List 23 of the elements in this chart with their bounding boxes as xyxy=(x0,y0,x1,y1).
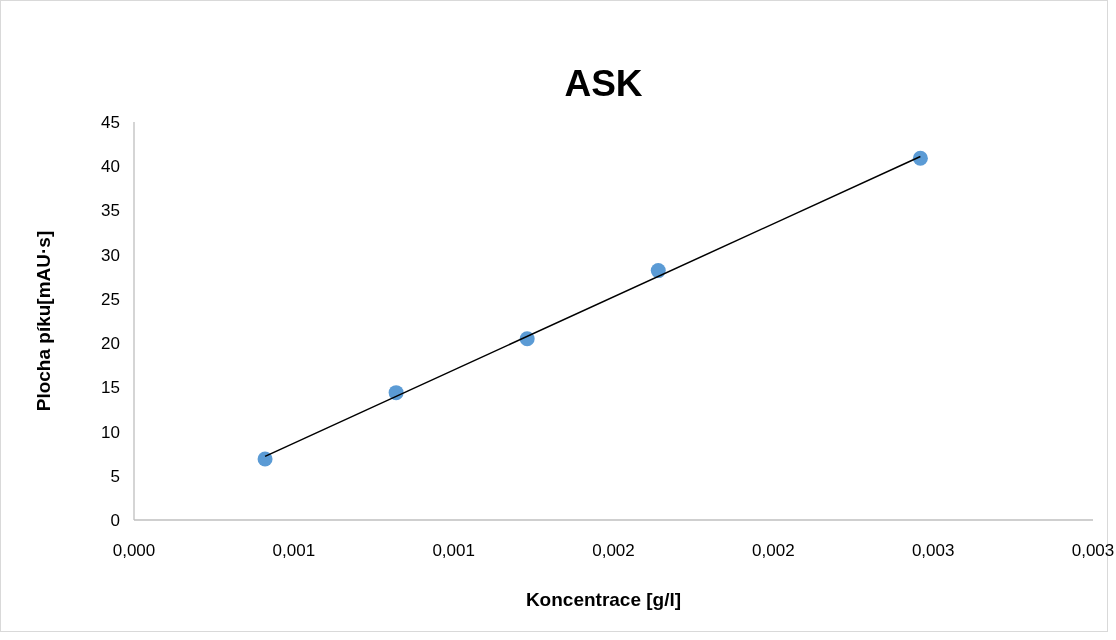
x-tick-label: 0,003 xyxy=(1071,541,1115,560)
x-axis-title: Koncentrace [g/l] xyxy=(525,589,682,610)
y-tick-label: 35 xyxy=(101,201,120,221)
x-tick-label: 0,001 xyxy=(432,541,475,560)
y-tick-label: 5 xyxy=(110,466,120,486)
y-tick-label: 20 xyxy=(101,334,120,354)
y-tick-label: 0 xyxy=(110,510,120,530)
x-tick-label: 0,003 xyxy=(911,541,955,560)
y-axis-title: Plocha píku[mAU·s] xyxy=(33,230,54,412)
y-tick-label: 25 xyxy=(101,289,120,309)
chart-title: ASK xyxy=(564,63,643,104)
y-tick-label: 45 xyxy=(101,112,120,132)
point xyxy=(912,150,928,166)
point xyxy=(257,451,273,467)
y-tick-label: 15 xyxy=(101,378,120,398)
x-tick-label: 0,000 xyxy=(112,541,156,560)
x-tick-label: 0,002 xyxy=(592,541,635,560)
y-tick-label: 10 xyxy=(101,422,120,442)
point xyxy=(650,263,666,279)
x-tick-label: 0,001 xyxy=(272,541,316,560)
y-tick-label: 30 xyxy=(101,245,120,265)
y-tick-label: 40 xyxy=(101,157,120,177)
x-tick-label: 0,002 xyxy=(752,541,795,560)
